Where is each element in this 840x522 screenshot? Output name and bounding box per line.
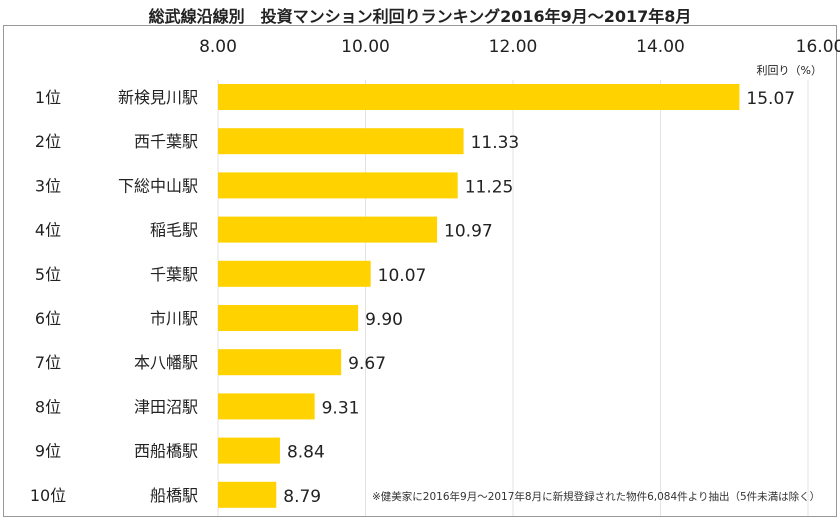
rank-label: 2位 [35,132,61,151]
rank-label: 8位 [35,397,61,416]
bar [218,349,342,376]
chart-title: 総武線沿線別 投資マンション利回りランキング2016年9月～2017年8月 [148,7,692,26]
rank-label: 6位 [35,309,61,328]
data-label: 11.25 [465,177,514,197]
category-label: 千葉駅 [150,265,198,284]
rank-label: 3位 [35,176,61,195]
bar [218,260,371,287]
category-label: 下総中山駅 [118,176,198,195]
x-tick-label: 16.00 [796,37,840,57]
x-tick-label: 14.00 [636,37,685,57]
category-label: 西船橋駅 [134,442,198,461]
data-label: 10.07 [378,266,427,286]
category-label: 本八幡駅 [134,353,198,372]
bar [218,437,280,464]
data-label: 15.07 [746,89,795,109]
chart-frame [3,25,837,517]
rank-label: 7位 [35,353,61,372]
category-label: 船橋駅 [150,486,198,505]
category-label: 津田沼駅 [134,397,198,416]
data-label: 10.97 [444,222,493,242]
bar [218,305,359,331]
rank-label: 1位 [35,88,61,107]
data-label: 9.90 [365,310,403,330]
category-label: 稲毛駅 [150,221,198,240]
rank-label: 5位 [35,265,61,284]
x-tick-label: 12.00 [489,37,538,57]
data-label: 8.84 [287,443,325,463]
bar [218,393,315,420]
category-label: 西千葉駅 [134,132,198,151]
bar [218,128,464,155]
bar [218,216,438,243]
bar [218,172,458,199]
unit-label: 利回り（%） [757,64,822,77]
data-label: 9.31 [322,398,360,418]
bar [218,481,277,508]
category-label: 新検見川駅 [118,88,198,107]
category-label: 市川駅 [150,309,198,328]
x-tick-label: 10.00 [341,37,390,57]
data-label: 8.79 [283,487,321,507]
rank-label: 4位 [35,221,61,240]
rank-label: 10位 [30,486,66,505]
rank-label: 9位 [35,442,61,461]
data-label: 9.67 [348,354,386,374]
bar [218,84,740,110]
x-tick-label: 8.00 [199,37,237,57]
data-label: 11.33 [471,133,520,153]
footnote: ※健美家に2016年9月～2017年8月に新規登録された物件6,084件より抽出… [372,490,820,503]
